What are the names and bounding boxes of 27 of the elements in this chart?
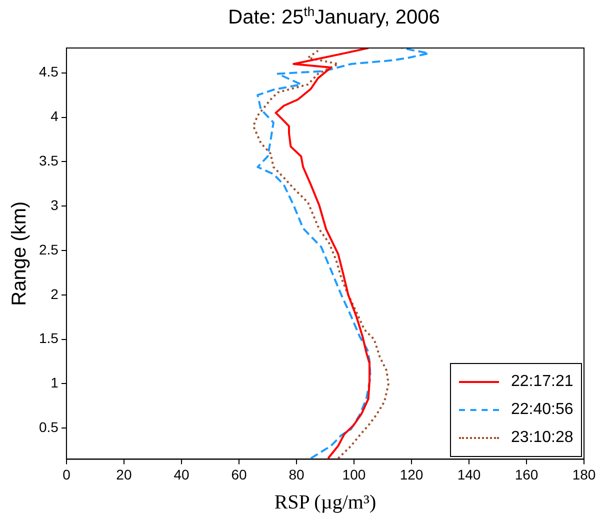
x-tick-label: 0 [62, 466, 71, 482]
x-tick-label: 160 [514, 466, 538, 482]
y-axis-title: Range (km) [8, 201, 31, 306]
legend-label: 23:10:28 [511, 429, 574, 448]
y-tick-label: 2 [50, 286, 59, 302]
y-tick-label: 3.5 [38, 152, 59, 169]
x-axis-title: RSP (µg/m³) [274, 491, 376, 514]
legend-label: 22:40:56 [511, 401, 574, 420]
x-tick-label: 20 [116, 466, 132, 482]
y-tick-label: 1 [50, 374, 59, 391]
chart-title: Date: 25$^{th}$January, 2006 [227, 4, 441, 30]
line-series [252, 50, 390, 460]
line-series [256, 48, 430, 460]
x-tick-label: 120 [400, 466, 424, 482]
x-tick-label: 180 [572, 466, 596, 482]
y-tick-label: 4.5 [38, 64, 59, 80]
x-tick-label: 80 [288, 466, 304, 482]
x-tick-label: 40 [174, 466, 190, 482]
x-tick-label: 100 [342, 466, 366, 482]
legend-label: 22:17:21 [511, 373, 574, 392]
y-tick-label: 1.5 [38, 330, 59, 346]
x-tick-label: 140 [457, 466, 481, 482]
y-tick-label: 4 [50, 108, 59, 124]
y-tick-label: 3 [50, 196, 59, 213]
y-tick-label: 2.5 [38, 241, 59, 258]
x-tick-label: 60 [231, 466, 247, 482]
y-tick-label: 0.5 [38, 418, 59, 435]
